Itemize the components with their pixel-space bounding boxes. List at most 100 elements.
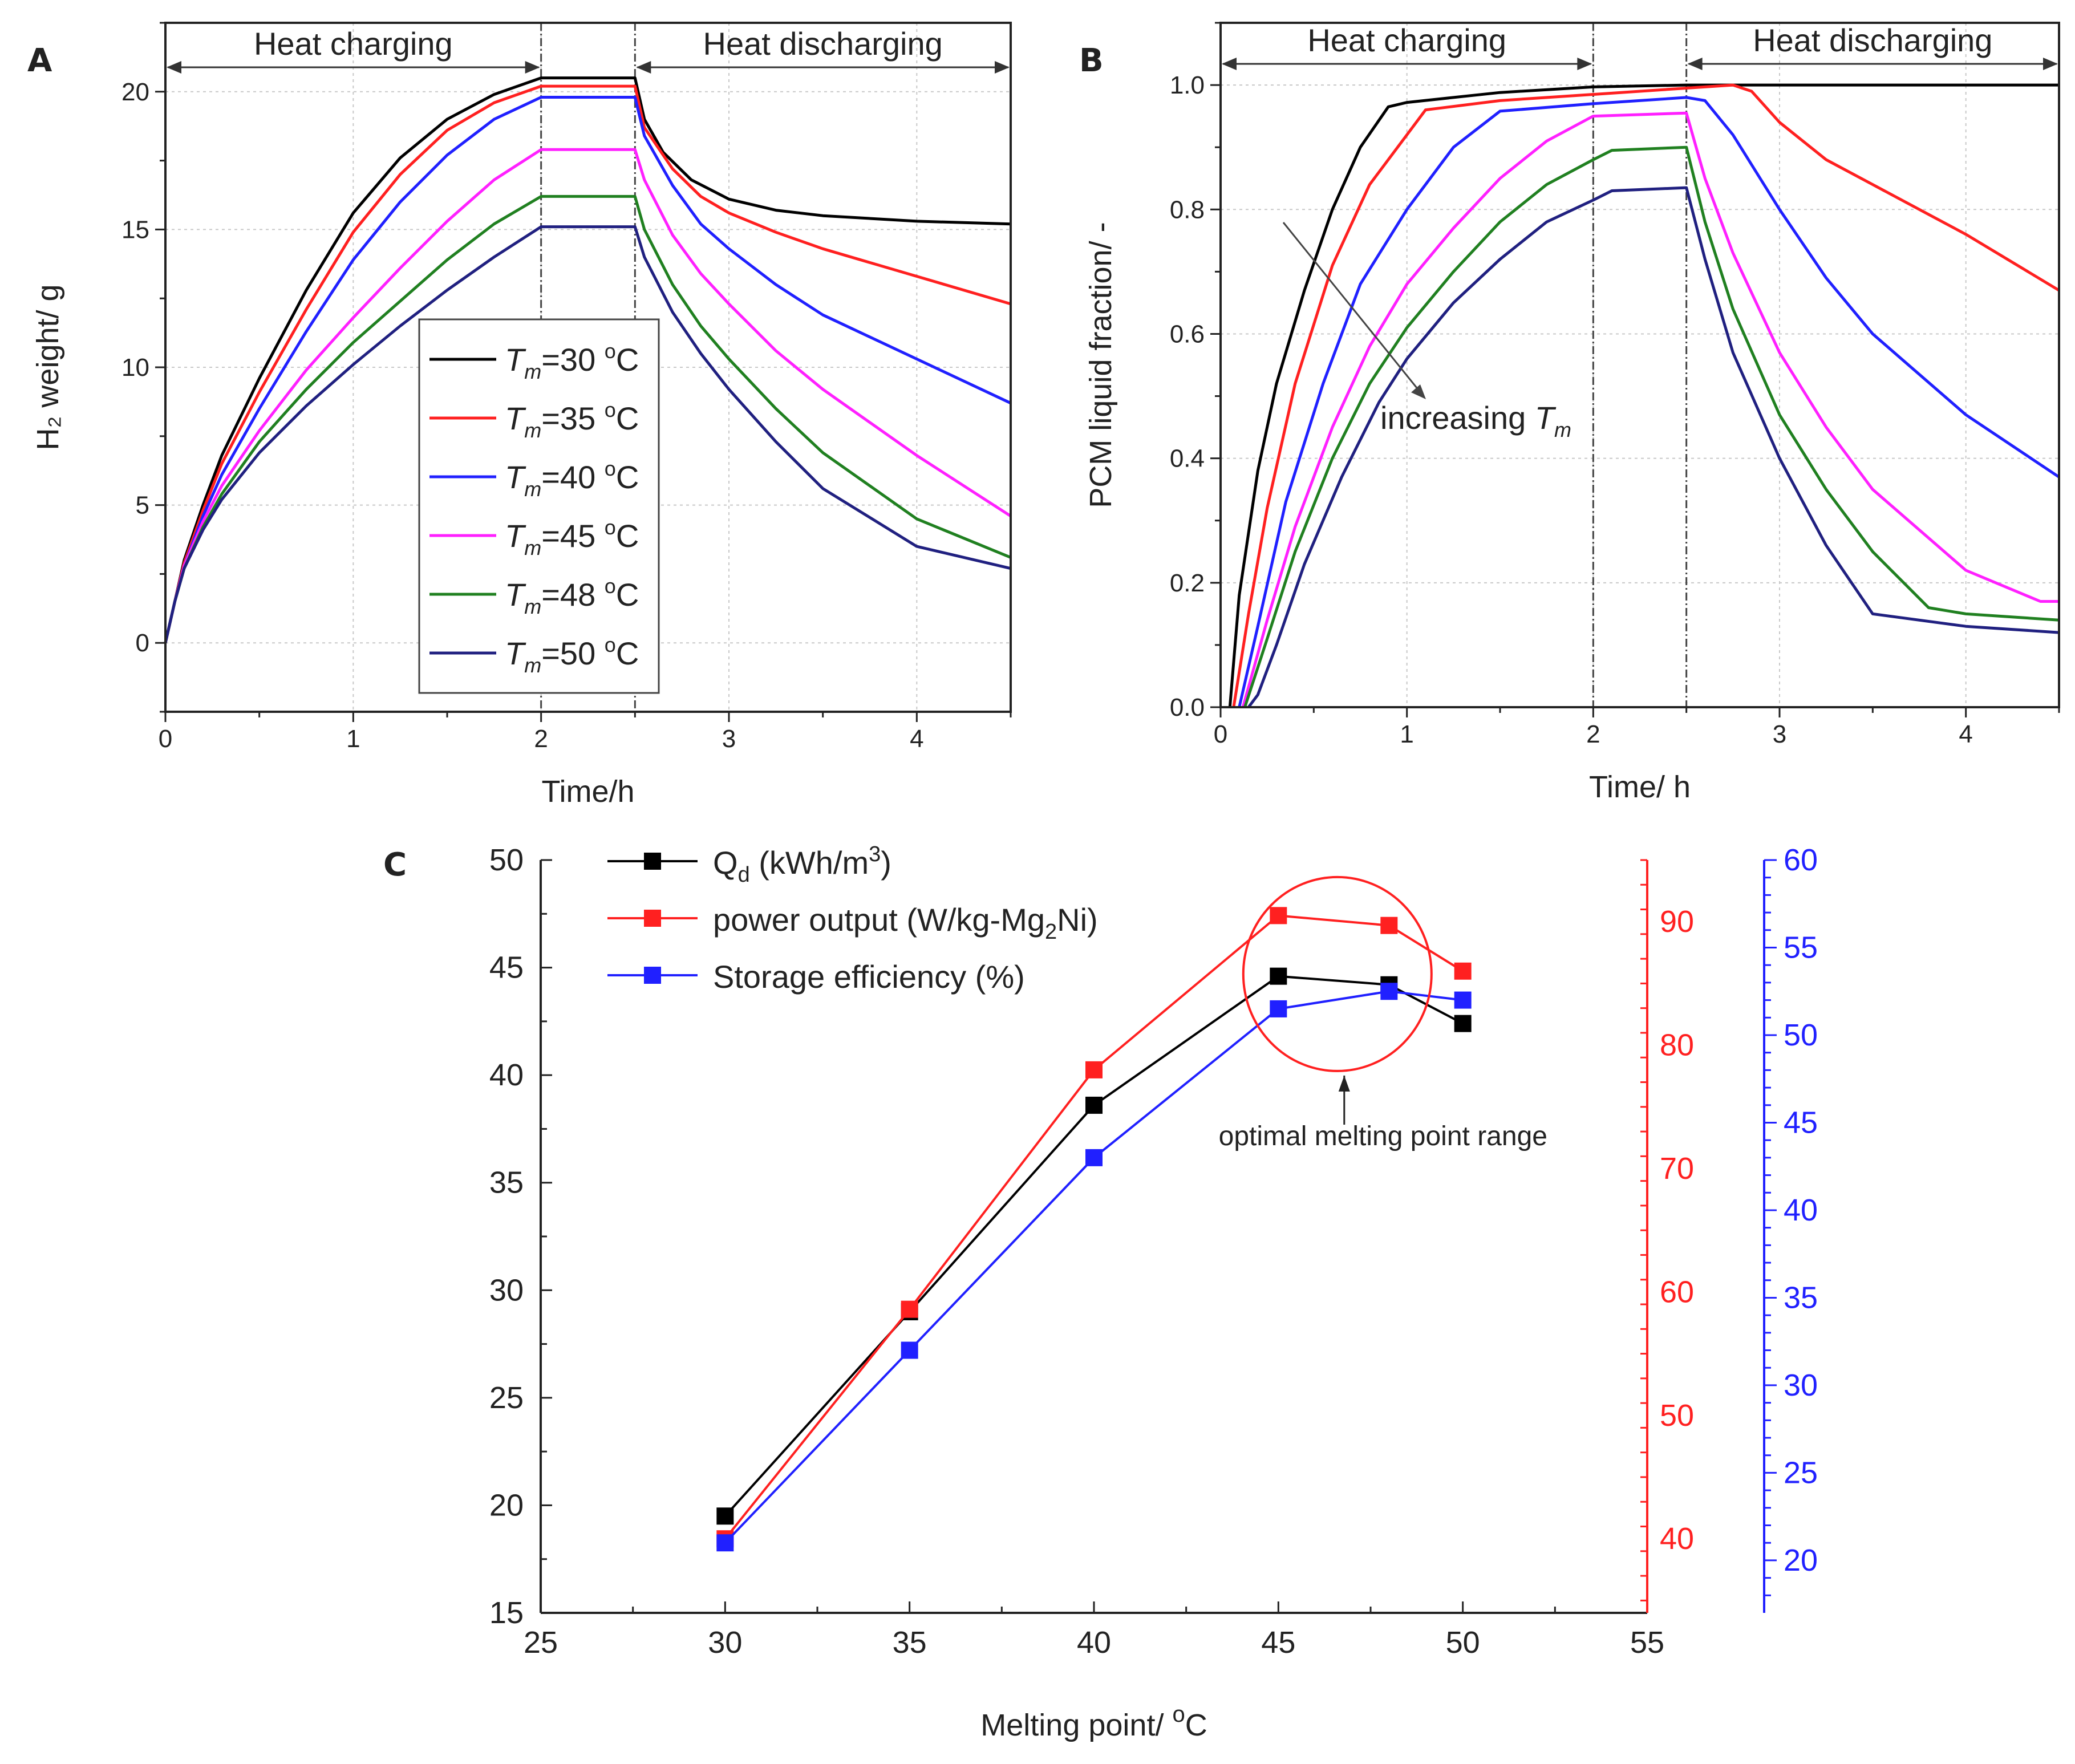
- panel-letter: A: [27, 42, 52, 79]
- phase-arrowhead: [1687, 58, 1703, 70]
- series-line: [1243, 145, 2060, 708]
- left-tick-label: 20: [489, 1488, 524, 1522]
- data-point: [1380, 917, 1398, 934]
- data-point: [1085, 1149, 1103, 1166]
- red-tick-label: 80: [1660, 1028, 1694, 1063]
- y-tick-label: 0.2: [1170, 569, 1205, 597]
- x-tick-label: 55: [1630, 1625, 1664, 1660]
- x-tick-label: 35: [893, 1625, 927, 1660]
- x-tick-label: 3: [1773, 720, 1786, 748]
- x-tick-label: 40: [1077, 1625, 1111, 1660]
- legend-label: Tm=40 oC: [505, 457, 639, 501]
- phase-label: Heat discharging: [703, 26, 943, 62]
- legend-label: Storage efficiency (%): [713, 959, 1025, 995]
- legend-label: Qd (kWh/m3): [713, 842, 891, 887]
- panel-b: B 0 1 2 3 4 0.0 0.2 0.4 0.6 0.8 1.0 Time/ h PCM liqui…: [1079, 22, 2060, 804]
- y-tick-label: 1.0: [1170, 71, 1205, 99]
- phase-arrowhead: [1577, 58, 1592, 70]
- series-line: [164, 96, 1012, 643]
- y-tick-label: 0.4: [1170, 445, 1205, 473]
- x-tick-label: 4: [1959, 720, 1972, 748]
- series-line: [724, 990, 1463, 1544]
- red-tick-label: 50: [1660, 1398, 1694, 1433]
- blue-tick-label: 35: [1784, 1280, 1818, 1315]
- phase-label: Heat discharging: [1753, 22, 1992, 58]
- legend-label: Tm=48 oC: [505, 574, 639, 618]
- y-axis-title: H₂ weight/ g: [31, 284, 65, 450]
- red-tick-label: 60: [1660, 1275, 1694, 1309]
- legend-label: Tm=45 oC: [505, 516, 639, 559]
- annotation-label: increasing Tm: [1380, 400, 1571, 441]
- data-point: [1085, 1096, 1103, 1114]
- data-point: [716, 1534, 734, 1552]
- x-axis-title: Melting point/ oC: [980, 1702, 1207, 1742]
- series-line: [164, 194, 1011, 643]
- y-tick-label: 0.8: [1170, 196, 1205, 224]
- panel-c: C 15 20 25 30 35 40 45 50 25 30 35 40 45 50 55 Melting p…: [383, 842, 1818, 1742]
- red-tick-label: 40: [1660, 1522, 1694, 1556]
- series-line: [164, 76, 1011, 643]
- series-line: [1232, 83, 2060, 708]
- left-tick-label: 50: [489, 843, 524, 877]
- series-line: [1238, 96, 2060, 708]
- y-tick-label: 15: [121, 216, 149, 244]
- phase-arrowhead: [2043, 58, 2058, 70]
- left-tick-label: 30: [489, 1273, 524, 1307]
- data-point: [1454, 991, 1472, 1009]
- x-tick-label: 50: [1446, 1625, 1480, 1660]
- x-axis-title: Time/ h: [1589, 770, 1691, 804]
- y-tick-label: 10: [121, 354, 149, 382]
- annotation-arrow: [1282, 222, 1422, 394]
- x-tick-label: 30: [708, 1625, 742, 1660]
- red-tick-label: 70: [1660, 1151, 1694, 1186]
- data-point: [901, 1300, 918, 1318]
- blue-tick-label: 45: [1784, 1105, 1818, 1139]
- legend-label: Tm=50 oC: [505, 633, 639, 677]
- left-tick-label: 25: [489, 1381, 524, 1415]
- x-tick-label: 0: [159, 725, 172, 753]
- x-tick-label: 2: [1586, 720, 1600, 748]
- legend-label: Tm=30 oC: [505, 339, 639, 383]
- highlight-circle: [1242, 875, 1433, 1072]
- series-line: [724, 975, 1464, 1517]
- x-tick-label: 45: [1261, 1625, 1295, 1660]
- phase-label: Heat charging: [254, 26, 453, 62]
- legend-marker: [644, 910, 661, 927]
- x-tick-label: 1: [346, 725, 360, 753]
- data-point: [1085, 1061, 1103, 1078]
- series-line: [164, 148, 1012, 643]
- x-tick-label: 4: [910, 725, 923, 753]
- x-tick-label: 3: [722, 725, 736, 753]
- data-point: [1270, 907, 1287, 924]
- x-tick-label: 25: [524, 1625, 558, 1660]
- left-tick-label: 40: [489, 1058, 524, 1092]
- optimal-range-label: optimal melting point range: [1219, 1121, 1547, 1151]
- left-tick-label: 15: [489, 1596, 524, 1630]
- series-line: [724, 914, 1464, 1540]
- y-tick-label: 20: [121, 78, 149, 106]
- data-point: [1454, 1015, 1472, 1032]
- legend-label: Tm=35 oC: [505, 398, 639, 442]
- data-point: [1270, 967, 1287, 985]
- phase-arrowhead: [1222, 58, 1237, 70]
- blue-tick-label: 25: [1784, 1455, 1818, 1490]
- legend-box: [418, 318, 660, 694]
- phase-arrowhead: [167, 61, 181, 74]
- panel-letter: C: [383, 846, 407, 883]
- phase-arrowhead: [525, 61, 540, 74]
- blue-tick-label: 40: [1784, 1193, 1818, 1227]
- panel-letter: B: [1079, 42, 1104, 79]
- y-tick-label: 0.0: [1170, 694, 1205, 721]
- series-line: [1228, 83, 2059, 708]
- data-point: [716, 1507, 734, 1525]
- data-point: [901, 1341, 918, 1359]
- blue-tick-label: 30: [1784, 1368, 1818, 1402]
- series-line: [164, 225, 1011, 643]
- phase-arrowhead: [995, 61, 1010, 74]
- phase-label: Heat charging: [1307, 22, 1506, 58]
- series-line: [1247, 186, 2060, 708]
- red-tick-label: 90: [1660, 905, 1694, 939]
- x-tick-label: 2: [534, 725, 548, 753]
- legend-marker: [644, 967, 661, 984]
- x-tick-label: 1: [1400, 720, 1413, 748]
